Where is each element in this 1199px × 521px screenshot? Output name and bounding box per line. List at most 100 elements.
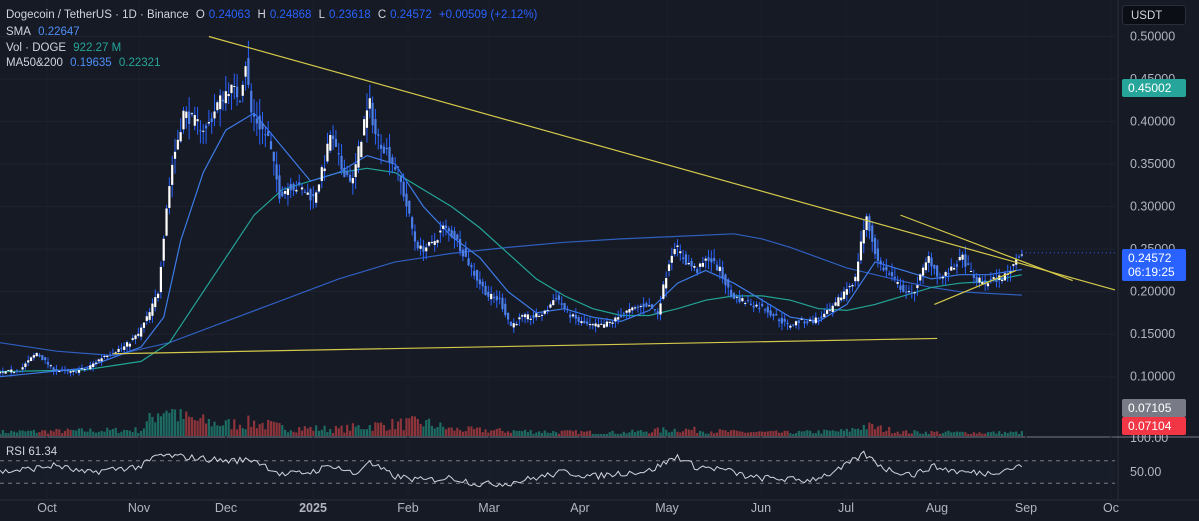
candle-body bbox=[131, 338, 134, 340]
volume-bar bbox=[834, 431, 837, 436]
trendlines[interactable] bbox=[112, 35, 1116, 355]
volume-bar bbox=[992, 431, 995, 436]
volume-bar bbox=[365, 429, 369, 436]
volume-bar bbox=[580, 431, 583, 436]
candle-body bbox=[52, 367, 55, 372]
volume-bar bbox=[498, 428, 501, 436]
candle-body bbox=[75, 370, 78, 373]
volume-bar bbox=[176, 421, 179, 436]
volume-bar bbox=[411, 416, 414, 436]
candle-body bbox=[848, 286, 851, 288]
candle-body bbox=[602, 324, 606, 328]
volume-bar bbox=[515, 430, 518, 436]
volume-bar bbox=[656, 427, 659, 436]
volume-bar bbox=[964, 432, 967, 436]
volume-bar bbox=[233, 419, 236, 436]
ma-legend[interactable]: MA50&200 0.19635 0.22321 bbox=[6, 56, 164, 70]
volume-bar bbox=[950, 432, 953, 436]
volume-bar bbox=[687, 429, 690, 436]
candle-body bbox=[806, 321, 809, 324]
candle-body bbox=[837, 297, 840, 307]
candle-body bbox=[224, 91, 227, 104]
candle-body bbox=[156, 293, 160, 298]
candle-body bbox=[199, 130, 202, 132]
currency-button[interactable]: USDT bbox=[1122, 5, 1186, 25]
volume-bar bbox=[269, 421, 273, 436]
price-axis[interactable]: 0.500000.450000.400000.350000.300000.250… bbox=[1130, 30, 1175, 479]
volume-bar bbox=[600, 433, 603, 436]
volume-bar bbox=[961, 431, 964, 436]
volume-bar bbox=[665, 429, 668, 436]
volume-bar bbox=[196, 420, 199, 436]
candle-body bbox=[337, 153, 340, 155]
candle-body bbox=[442, 225, 445, 229]
candle-body bbox=[396, 166, 400, 168]
candle-body bbox=[619, 315, 623, 318]
candle-body bbox=[106, 355, 109, 358]
candle-body bbox=[865, 216, 868, 231]
candle-body bbox=[653, 309, 656, 311]
volume-bar bbox=[385, 430, 388, 436]
volume-bar bbox=[484, 429, 487, 436]
candle-body bbox=[275, 164, 278, 180]
candle-body bbox=[913, 292, 916, 294]
time-tick-label: Nov bbox=[128, 501, 151, 515]
volume-bar bbox=[278, 423, 281, 436]
volume-bar bbox=[343, 432, 346, 436]
candle-body bbox=[374, 119, 377, 135]
candle-body bbox=[549, 304, 552, 308]
candle-body bbox=[204, 125, 208, 129]
candle-body bbox=[659, 303, 662, 315]
rsi-legend[interactable]: RSI 61.34 bbox=[6, 446, 57, 458]
candle-body bbox=[236, 86, 239, 98]
candle-body bbox=[83, 369, 86, 371]
candle-body bbox=[18, 371, 21, 373]
volume-bar bbox=[583, 431, 586, 436]
candle-body bbox=[419, 245, 422, 249]
volume-bar bbox=[464, 431, 467, 436]
volume-bar bbox=[571, 431, 575, 436]
sma-legend[interactable]: SMA 0.22647 bbox=[6, 25, 84, 39]
volume-bar bbox=[317, 430, 321, 436]
symbol-title[interactable]: Dogecoin / TetherUS · 1D · Binance bbox=[6, 9, 189, 21]
volume-bar bbox=[348, 430, 352, 436]
candle-body bbox=[696, 269, 699, 273]
volume-bar bbox=[741, 431, 744, 436]
candle-body bbox=[281, 191, 284, 197]
moving-averages bbox=[0, 112, 1022, 378]
volume-tag-gray: 0.07105 bbox=[1122, 399, 1186, 417]
volume-bar bbox=[94, 432, 98, 436]
candle-body bbox=[360, 141, 363, 158]
volume-bar bbox=[252, 420, 256, 436]
candle-body bbox=[523, 314, 527, 318]
volume-legend[interactable]: Vol · DOGE 922.27 M bbox=[6, 41, 125, 55]
volume-bar bbox=[470, 426, 473, 436]
volume-bar bbox=[61, 433, 64, 436]
volume-bar bbox=[783, 430, 786, 436]
volume-bar bbox=[52, 431, 55, 436]
candle-body bbox=[123, 346, 126, 350]
volume-bar bbox=[766, 431, 769, 436]
time-axis[interactable]: Oct Nov Dec 2025 Feb Mar Apr May Jun Jul Aug Sep Oc bbox=[37, 501, 1119, 515]
volume-bar bbox=[1000, 434, 1004, 436]
volume-bar bbox=[281, 425, 284, 436]
candle-body bbox=[698, 263, 702, 267]
volume-bar bbox=[49, 430, 52, 436]
volume-bar bbox=[831, 430, 834, 436]
candle-body bbox=[792, 324, 795, 326]
volume-bar bbox=[930, 431, 933, 436]
candle-body bbox=[456, 234, 459, 240]
volume-bar bbox=[896, 431, 899, 436]
candle-body bbox=[634, 307, 637, 309]
time-tick-label: Oc bbox=[1103, 501, 1119, 515]
candle-body bbox=[950, 266, 953, 271]
volume-bar bbox=[363, 429, 366, 436]
candle-body bbox=[1000, 279, 1004, 282]
candle-body bbox=[727, 279, 730, 288]
volume-bar bbox=[758, 431, 761, 436]
volume-bar bbox=[916, 431, 919, 436]
candle-body bbox=[481, 281, 484, 287]
candle-body bbox=[61, 369, 64, 371]
candle-body bbox=[354, 164, 357, 178]
